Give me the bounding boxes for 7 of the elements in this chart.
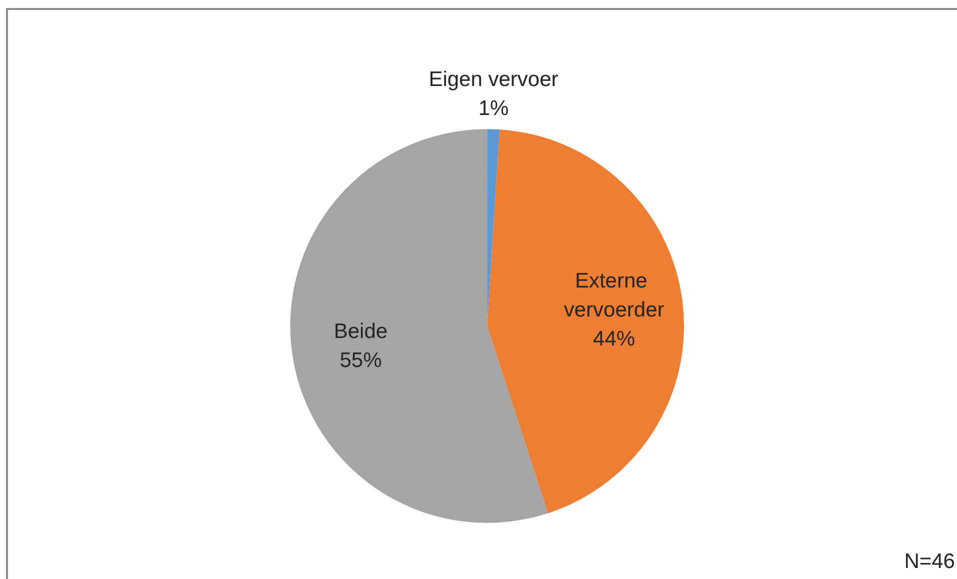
slice-label: Eigen vervoer [428, 68, 558, 92]
slice-label: Externe vervoerder [564, 269, 664, 322]
text: N=46 [904, 550, 955, 574]
slice-label: Beide [334, 320, 388, 343]
data-label: 1% [478, 97, 509, 120]
data-label: 44% [593, 327, 636, 350]
data-label: 55% [340, 348, 382, 372]
